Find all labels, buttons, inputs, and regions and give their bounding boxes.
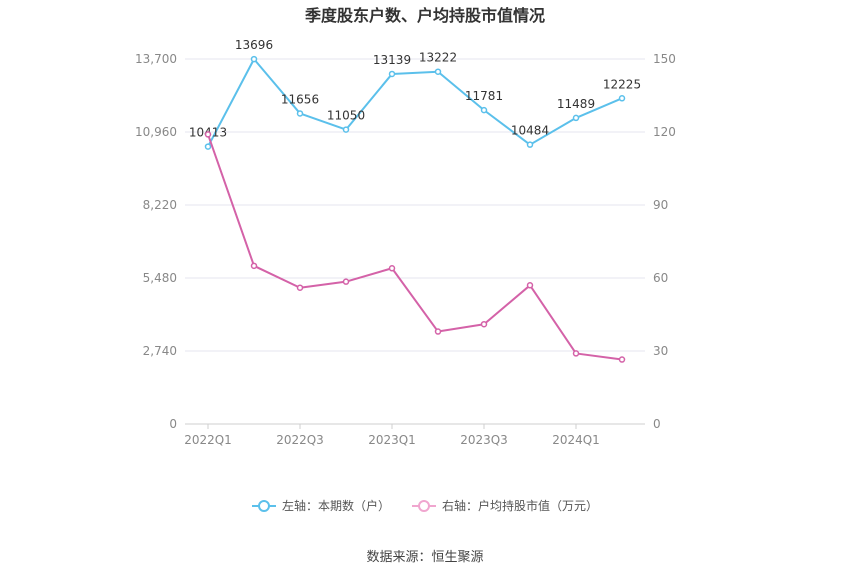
legend-item-households[interactable]: 左轴：本期数（户）	[251, 497, 390, 514]
y-right-tick-label: 60	[653, 271, 668, 285]
data-label-households: 11489	[557, 97, 595, 111]
data-point-households	[296, 110, 304, 117]
data-label-households: 12225	[603, 77, 641, 91]
y-left-tick-label: 0	[169, 417, 177, 431]
legend: 左轴：本期数（户） 右轴：户均持股市值（万元）	[0, 497, 850, 514]
data-point-avg-value	[204, 131, 212, 138]
data-point-avg-value	[434, 328, 442, 335]
data-point-avg-value	[296, 284, 304, 291]
data-point-avg-value	[618, 356, 626, 363]
data-point-households	[526, 141, 534, 148]
series-line-avg-value	[207, 134, 623, 361]
y-left-tick-label: 5,480	[143, 271, 177, 285]
x-tick-label: 2023Q3	[460, 433, 508, 447]
legend-marker-avg-value	[412, 499, 436, 512]
series-line-households	[207, 58, 623, 148]
data-point-avg-value	[480, 320, 488, 328]
x-tick-label: 2023Q1	[368, 433, 416, 447]
legend-label-avg-value: 右轴：户均持股市值（万元）	[442, 499, 599, 513]
y-right-tick-label: 120	[653, 125, 676, 139]
data-point-avg-value	[526, 282, 534, 289]
y-right-tick-label: 30	[653, 344, 668, 358]
data-point-households	[204, 143, 212, 150]
data-point-households	[388, 70, 396, 78]
data-label-households: 13139	[373, 53, 411, 67]
legend-item-avg-value[interactable]: 右轴：户均持股市值（万元）	[412, 497, 598, 514]
x-tick-label: 2022Q3	[276, 433, 324, 447]
y-right-tick-label: 150	[653, 52, 676, 66]
data-point-households	[572, 114, 580, 122]
data-point-avg-value	[388, 265, 396, 272]
legend-label-households: 左轴：本期数（户）	[281, 499, 390, 513]
data-point-avg-value	[250, 262, 258, 270]
data-point-households	[618, 95, 626, 102]
data-point-avg-value	[342, 278, 350, 285]
x-tick-label: 2022Q1	[184, 433, 232, 447]
data-source: 数据来源：恒生聚源	[366, 550, 484, 565]
legend-marker-households	[251, 499, 276, 512]
y-right-tick-label: 0	[653, 417, 661, 431]
y-left-tick-label: 13,700	[135, 52, 177, 66]
data-label-households: 11656	[281, 92, 319, 106]
data-point-households	[250, 55, 258, 63]
data-label-households: 11781	[465, 89, 503, 103]
data-label-households: 13222	[419, 51, 457, 65]
data-label-households: 10484	[511, 124, 549, 138]
chart-title: 季度股东户数、户均持股市值情况	[304, 6, 545, 25]
data-label-households: 13696	[235, 38, 273, 52]
y-right-tick-label: 90	[653, 198, 668, 212]
x-tick-label: 2024Q1	[552, 433, 600, 447]
data-point-households	[480, 106, 488, 114]
y-left-tick-label: 10,960	[135, 125, 177, 139]
y-left-tick-label: 8,220	[143, 198, 177, 212]
data-point-households	[342, 126, 350, 133]
data-point-households	[434, 68, 442, 75]
data-label-households: 11050	[327, 109, 365, 123]
y-left-tick-label: 2,740	[143, 344, 177, 358]
data-point-avg-value	[572, 350, 580, 357]
